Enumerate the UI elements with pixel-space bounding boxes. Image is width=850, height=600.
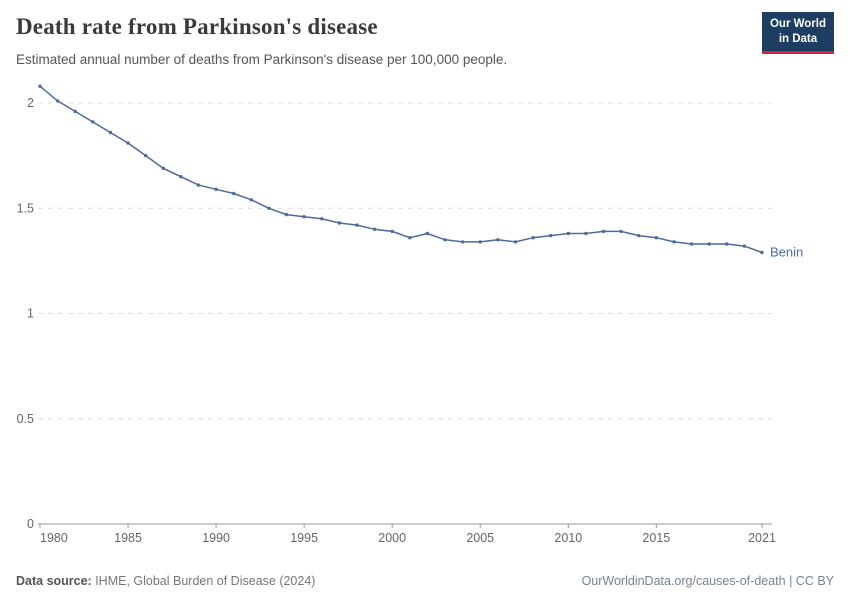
x-tick-label: 1990 bbox=[202, 531, 230, 545]
data-point[interactable] bbox=[531, 236, 535, 240]
data-point[interactable] bbox=[161, 166, 165, 170]
data-point[interactable] bbox=[496, 238, 500, 242]
data-point[interactable] bbox=[672, 240, 676, 244]
data-point[interactable] bbox=[267, 206, 271, 210]
series-line-benin bbox=[39, 85, 763, 254]
data-point[interactable] bbox=[320, 217, 324, 221]
x-tick-label: 2010 bbox=[554, 531, 582, 545]
data-point[interactable] bbox=[355, 223, 359, 227]
chart-title: Death rate from Parkinson's disease bbox=[16, 14, 378, 39]
data-point[interactable] bbox=[760, 250, 764, 255]
data-point[interactable] bbox=[214, 187, 218, 191]
owid-logo: Our World in Data bbox=[761, 12, 834, 54]
owid-logo-line1: Our World bbox=[769, 18, 826, 30]
data-source: Data source: IHME, Global Burden of Dise… bbox=[16, 574, 315, 588]
data-point[interactable] bbox=[302, 215, 306, 219]
data-point[interactable] bbox=[566, 231, 570, 236]
data-point[interactable] bbox=[513, 240, 518, 244]
series-label-benin[interactable]: Benin bbox=[770, 244, 803, 259]
y-tick-label: 2 bbox=[27, 96, 34, 110]
data-point[interactable] bbox=[478, 240, 482, 244]
chart-subtitle: Estimated annual number of deaths from P… bbox=[16, 52, 508, 67]
data-point[interactable] bbox=[337, 221, 342, 225]
line-chart[interactable]: 0 0.5 1 1.5 2 1980 1985 1990 1995 2000 2005 2010 201… bbox=[0, 78, 850, 548]
data-point[interactable] bbox=[108, 130, 113, 135]
data-point[interactable] bbox=[549, 233, 553, 238]
data-point[interactable] bbox=[584, 231, 588, 236]
data-point[interactable] bbox=[91, 120, 95, 124]
x-tick-label: 2015 bbox=[642, 531, 670, 545]
y-tick-label: 1.5 bbox=[17, 201, 34, 215]
data-point[interactable] bbox=[196, 183, 201, 187]
data-point[interactable] bbox=[637, 233, 641, 238]
data-point[interactable] bbox=[619, 229, 623, 234]
x-tick-label: 1980 bbox=[40, 531, 68, 545]
y-tick-label: 0 bbox=[27, 517, 34, 531]
data-point[interactable] bbox=[55, 99, 60, 103]
x-tick-label: 1995 bbox=[290, 531, 318, 545]
data-point[interactable] bbox=[601, 229, 606, 234]
owid-logo-line2: in Data bbox=[778, 32, 818, 45]
owid-link[interactable]: OurWorldinData.org/causes-of-death | CC … bbox=[581, 574, 834, 588]
data-source-text: IHME, Global Burden of Disease (2024) bbox=[91, 574, 316, 588]
data-point[interactable] bbox=[372, 227, 377, 231]
data-point[interactable] bbox=[408, 236, 412, 240]
data-point[interactable] bbox=[126, 141, 130, 145]
data-point[interactable] bbox=[443, 238, 447, 242]
data-point[interactable] bbox=[390, 229, 394, 234]
data-source-label: Data source: bbox=[16, 574, 92, 588]
y-tick-label: 0.5 bbox=[17, 412, 34, 426]
data-point[interactable] bbox=[689, 242, 694, 246]
data-point[interactable] bbox=[232, 191, 236, 196]
data-point[interactable] bbox=[725, 242, 729, 246]
data-point[interactable] bbox=[707, 242, 711, 246]
data-point[interactable] bbox=[38, 84, 42, 88]
data-point[interactable] bbox=[654, 236, 658, 240]
data-point[interactable] bbox=[249, 198, 253, 202]
x-tick-label: 2021 bbox=[748, 531, 776, 545]
data-point[interactable] bbox=[144, 153, 148, 158]
data-point[interactable] bbox=[460, 240, 465, 244]
chart-footer: Data source: IHME, Global Burden of Dise… bbox=[16, 574, 834, 588]
data-point[interactable] bbox=[742, 244, 747, 248]
x-tick-label: 1985 bbox=[114, 531, 142, 545]
x-tick-label: 2000 bbox=[378, 531, 406, 545]
x-tick-label: 2005 bbox=[466, 531, 494, 545]
data-point[interactable] bbox=[73, 109, 77, 114]
data-point[interactable] bbox=[284, 212, 289, 217]
data-point[interactable] bbox=[425, 231, 430, 236]
y-tick-label: 1 bbox=[27, 307, 34, 321]
data-point[interactable] bbox=[179, 175, 183, 179]
